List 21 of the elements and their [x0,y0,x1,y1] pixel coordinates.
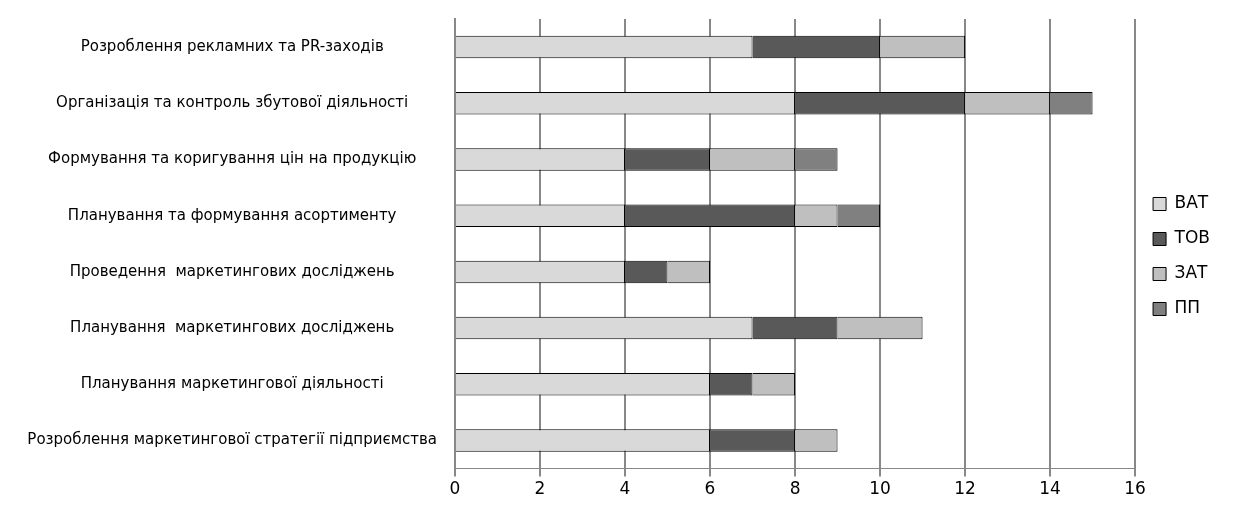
x-tick-label: 16 [1124,478,1146,499]
x-tick-label: 0 [449,478,461,499]
x-tick-label: 4 [619,478,631,499]
legend-label: ЗАТ [1174,262,1209,283]
x-tick-label: 2 [534,478,546,499]
y-tick-label: Планування маркетингових досліджень [70,317,395,336]
y-tick-label: Розроблення рекламних та PR-заходів [80,36,384,55]
y-tick-label: Формування та коригування цін на продукцію [48,149,417,168]
x-tick-label: 14 [1039,478,1061,499]
x-tick-label: 12 [954,478,976,499]
x-tick-label: 10 [869,478,891,499]
x-tick-label: 6 [704,478,716,499]
x-tick-label: 8 [789,478,801,499]
y-tick-label: Проведення маркетингових досліджень [69,261,395,280]
legend-label: ПП [1174,297,1201,318]
y-tick-label: Організація та контроль збутової діяльності [56,93,409,112]
legend-label: ТОВ [1173,227,1211,248]
y-tick-label: Планування маркетингової діяльності [80,374,384,393]
y-tick-label: Розроблення маркетингової стратегії підприємства [27,430,438,449]
legend-label: ВАТ [1174,192,1209,213]
y-tick-label: Планування та формування асортименту [67,205,397,224]
